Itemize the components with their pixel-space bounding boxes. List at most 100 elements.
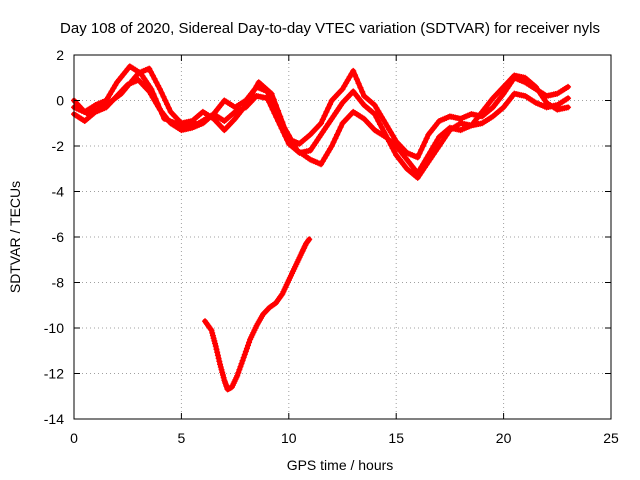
y-tick-label: 2 (56, 47, 64, 63)
x-tick-label: 20 (496, 430, 512, 446)
data-point (241, 351, 248, 358)
data-point (219, 372, 226, 379)
data-point (434, 136, 441, 143)
data-point (247, 94, 254, 101)
data-point (106, 91, 113, 98)
data-point (335, 127, 342, 134)
data-point (126, 80, 133, 87)
data-point (266, 99, 273, 106)
data-point (337, 124, 344, 131)
data-point (155, 103, 162, 110)
data-point (339, 86, 346, 93)
data-point (149, 94, 156, 101)
data-point (328, 143, 335, 149)
data-point (220, 374, 227, 381)
data-point (386, 126, 393, 133)
data-point (132, 73, 139, 80)
x-tick-label: 0 (70, 430, 78, 446)
data-point (216, 358, 223, 365)
data-point (325, 105, 332, 112)
data-point (235, 369, 242, 376)
data-point (112, 82, 119, 89)
data-point (153, 79, 160, 86)
data-point (318, 120, 325, 127)
data-point (429, 146, 435, 153)
data-point (151, 75, 158, 82)
data-point (418, 164, 425, 171)
data-point (420, 143, 427, 149)
data-point (375, 117, 382, 124)
y-tick-label: -4 (52, 184, 65, 200)
data-point (292, 143, 299, 150)
y-tick-label: 0 (56, 93, 64, 109)
data-point (350, 67, 357, 74)
data-point (237, 363, 244, 370)
data-point (214, 352, 221, 359)
data-point (432, 139, 439, 146)
data-point (421, 139, 428, 146)
data-point (344, 77, 351, 84)
y-tick-label: -2 (52, 138, 65, 154)
data-point (325, 149, 332, 156)
data-point (209, 329, 216, 336)
data-point (421, 158, 428, 165)
data-point (110, 85, 117, 92)
data-point (353, 76, 360, 83)
data-point (321, 112, 328, 119)
data-point (319, 158, 326, 165)
data-series (71, 63, 572, 393)
data-point (565, 83, 572, 90)
data-point (425, 152, 432, 159)
data-point (156, 86, 163, 93)
data-point (287, 136, 294, 143)
y-tick-label: -8 (52, 275, 65, 291)
data-point (270, 96, 277, 103)
data-point (105, 94, 112, 101)
data-point (212, 343, 219, 350)
data-point (285, 132, 292, 139)
y-axis-label: SDTVAR / TECUs (7, 181, 23, 293)
data-point (382, 120, 389, 127)
data-point (414, 170, 421, 177)
data-point (268, 90, 275, 97)
data-point (373, 105, 380, 112)
data-point (213, 346, 220, 353)
data-point (121, 87, 128, 94)
data-point (267, 102, 274, 109)
data-point (215, 355, 222, 362)
series-track-c (71, 65, 572, 177)
data-point (212, 340, 219, 347)
data-point (147, 91, 154, 98)
data-point (129, 77, 136, 84)
data-point (162, 97, 169, 104)
data-point (371, 102, 378, 109)
data-point (416, 167, 423, 174)
data-point (323, 108, 330, 115)
data-point (341, 83, 348, 90)
data-point (246, 339, 253, 346)
data-point (391, 135, 398, 142)
data-point (416, 150, 423, 157)
data-point (357, 84, 364, 91)
data-point (277, 113, 284, 120)
data-point (123, 83, 130, 90)
data-point (565, 95, 572, 102)
data-point (244, 98, 251, 105)
data-point (240, 354, 247, 361)
data-point (251, 86, 258, 93)
data-point (108, 88, 115, 95)
data-point (158, 89, 165, 96)
data-point (149, 72, 156, 79)
data-point (346, 73, 353, 80)
data-point (418, 146, 425, 153)
data-point (283, 128, 290, 135)
data-point (244, 342, 251, 349)
data-point (378, 124, 385, 131)
data-point (151, 97, 158, 104)
data-point (272, 102, 279, 109)
x-axis-label: GPS time / hours (287, 457, 394, 473)
data-point (355, 80, 362, 87)
data-point (343, 80, 350, 87)
